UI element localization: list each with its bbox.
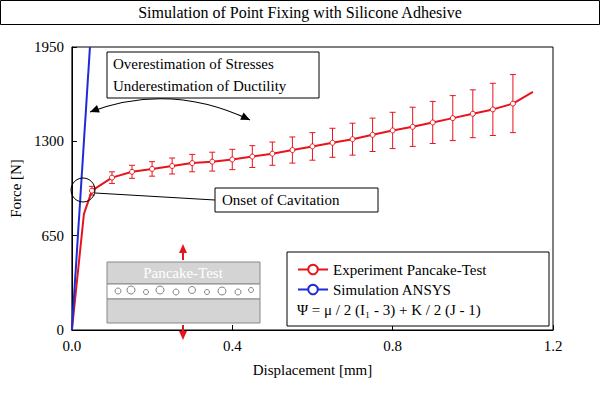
svg-text:1950: 1950 [34, 39, 64, 55]
svg-text:0.8: 0.8 [383, 338, 402, 354]
svg-text:1300: 1300 [34, 133, 64, 149]
svg-text:Underestimation of Ductility: Underestimation of Ductility [113, 78, 287, 94]
svg-text:Simulation of Point Fixing wit: Simulation of Point Fixing with Silicone… [138, 4, 462, 22]
svg-text:1.2: 1.2 [544, 338, 563, 354]
svg-text:650: 650 [41, 228, 64, 244]
svg-text:Pancake-Test: Pancake-Test [143, 265, 224, 281]
svg-text:Displacement [mm]: Displacement [mm] [253, 362, 373, 378]
svg-text:Experiment Pancake-Test: Experiment Pancake-Test [333, 262, 487, 278]
svg-text:Overestimation of Stresses: Overestimation of Stresses [113, 56, 274, 72]
svg-text:Onset of Cavitation: Onset of Cavitation [222, 192, 340, 208]
svg-text:Force [N]: Force [N] [8, 159, 24, 218]
svg-text:0.4: 0.4 [223, 338, 242, 354]
svg-text:Ψ = μ / 2 (I₁ - 3) + K / 2 (J: Ψ = μ / 2 (I₁ - 3) + K / 2 (J - 1) [297, 302, 481, 319]
svg-text:0: 0 [56, 322, 64, 338]
svg-text:Simulation ANSYS: Simulation ANSYS [333, 282, 451, 298]
svg-text:0.0: 0.0 [63, 338, 82, 354]
